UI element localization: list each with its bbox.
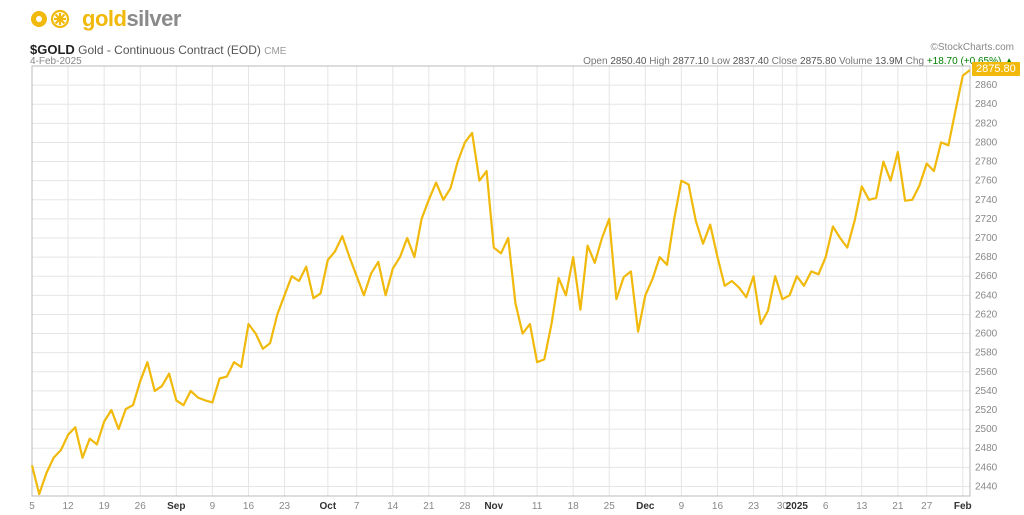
- svg-text:21: 21: [892, 501, 904, 512]
- svg-text:23: 23: [748, 501, 760, 512]
- svg-text:2860: 2860: [975, 80, 998, 91]
- svg-text:9: 9: [679, 501, 685, 512]
- svg-text:27: 27: [921, 501, 933, 512]
- svg-text:16: 16: [712, 501, 724, 512]
- svg-text:Dec: Dec: [636, 501, 655, 512]
- last-price-badge: 2875.80: [972, 62, 1020, 76]
- svg-text:Oct: Oct: [319, 501, 336, 512]
- svg-text:2840: 2840: [975, 99, 998, 110]
- price-chart: 2440246024802500252025402560258026002620…: [0, 0, 1024, 515]
- svg-text:2820: 2820: [975, 118, 998, 129]
- svg-text:2500: 2500: [975, 424, 998, 435]
- svg-text:2740: 2740: [975, 195, 998, 206]
- svg-text:2460: 2460: [975, 462, 998, 473]
- svg-text:2660: 2660: [975, 271, 998, 282]
- svg-text:6: 6: [823, 501, 829, 512]
- svg-text:2760: 2760: [975, 176, 998, 187]
- svg-text:11: 11: [532, 501, 543, 512]
- svg-text:2640: 2640: [975, 290, 998, 301]
- svg-text:5: 5: [29, 501, 35, 512]
- svg-text:2025: 2025: [786, 501, 809, 512]
- svg-text:2480: 2480: [975, 443, 998, 454]
- svg-text:12: 12: [63, 501, 75, 512]
- svg-text:Feb: Feb: [954, 501, 972, 512]
- svg-text:26: 26: [135, 501, 147, 512]
- svg-text:2620: 2620: [975, 309, 998, 320]
- svg-text:16: 16: [243, 501, 255, 512]
- svg-text:2560: 2560: [975, 367, 998, 378]
- svg-text:2520: 2520: [975, 405, 998, 416]
- svg-text:Sep: Sep: [167, 501, 185, 512]
- svg-text:13: 13: [856, 501, 868, 512]
- svg-text:2800: 2800: [975, 137, 998, 148]
- svg-text:19: 19: [99, 501, 111, 512]
- page-root: goldsilver $GOLD Gold - Continuous Contr…: [0, 0, 1024, 515]
- svg-text:2580: 2580: [975, 348, 998, 359]
- svg-text:Nov: Nov: [484, 501, 503, 512]
- svg-text:14: 14: [387, 501, 399, 512]
- svg-text:21: 21: [423, 501, 435, 512]
- svg-text:2700: 2700: [975, 233, 998, 244]
- svg-text:9: 9: [210, 501, 216, 512]
- svg-text:2540: 2540: [975, 386, 998, 397]
- svg-text:2720: 2720: [975, 214, 998, 225]
- svg-text:2680: 2680: [975, 252, 998, 263]
- svg-text:2440: 2440: [975, 481, 998, 492]
- svg-text:28: 28: [459, 501, 471, 512]
- svg-text:2780: 2780: [975, 157, 998, 168]
- svg-text:18: 18: [568, 501, 580, 512]
- svg-text:7: 7: [354, 501, 360, 512]
- svg-text:25: 25: [604, 501, 616, 512]
- svg-text:23: 23: [279, 501, 291, 512]
- svg-text:2600: 2600: [975, 329, 998, 340]
